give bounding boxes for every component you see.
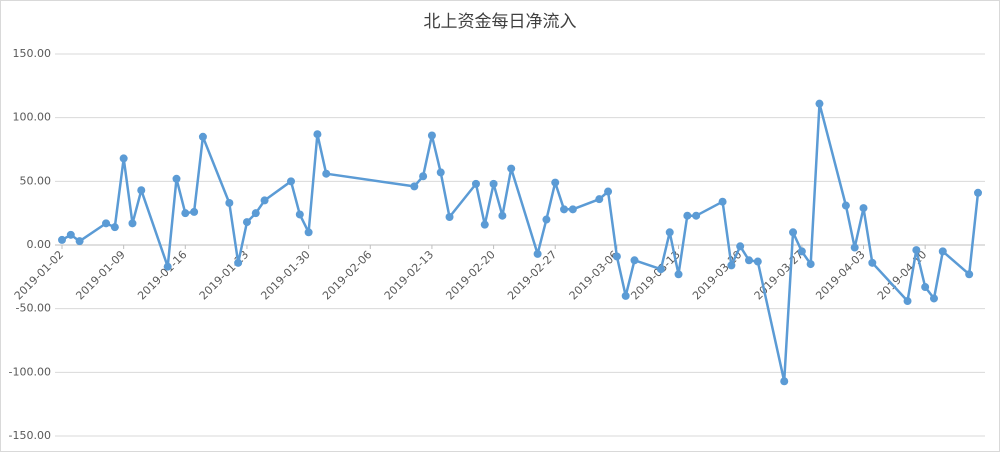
y-tick-label: 100.00: [13, 111, 52, 124]
data-point: [295, 210, 304, 219]
data-point: [225, 198, 234, 207]
data-point: [612, 252, 621, 261]
data-point: [692, 211, 701, 220]
data-point: [674, 270, 683, 279]
data-point: [806, 260, 815, 269]
data-point: [718, 197, 727, 206]
data-point: [445, 212, 454, 221]
data-point: [172, 174, 181, 183]
y-tick-label: 150.00: [13, 47, 52, 60]
data-point: [621, 291, 630, 300]
data-point: [780, 377, 789, 386]
data-point: [965, 270, 974, 279]
data-point: [974, 188, 982, 197]
data-point: [789, 228, 798, 237]
y-tick-label: 50.00: [20, 174, 52, 187]
data-point: [251, 209, 260, 218]
data-point: [480, 220, 489, 229]
y-tick-label: -50.00: [16, 302, 51, 315]
data-point: [921, 283, 930, 292]
data-point: [181, 209, 190, 218]
data-point: [75, 237, 84, 246]
data-point: [304, 228, 313, 237]
data-point: [938, 247, 947, 256]
data-point: [542, 215, 551, 224]
data-point: [850, 243, 859, 252]
data-point: [102, 219, 111, 228]
data-point: [595, 195, 604, 204]
data-point: [66, 230, 75, 239]
data-point: [427, 131, 436, 140]
data-point: [929, 294, 938, 303]
data-point: [471, 179, 480, 188]
data-point: [128, 219, 137, 228]
y-tick-label: 0.00: [27, 238, 52, 251]
data-point: [683, 211, 692, 220]
data-point: [753, 257, 762, 266]
chart-title: 北上资金每日净流入: [424, 12, 577, 32]
data-point: [568, 205, 577, 214]
data-point: [489, 179, 498, 188]
data-point: [841, 201, 850, 210]
data-point: [198, 132, 207, 141]
data-point: [507, 164, 516, 173]
data-point: [533, 249, 542, 258]
data-point: [110, 223, 119, 232]
data-point: [163, 262, 172, 271]
data-point: [260, 196, 269, 205]
data-point: [665, 228, 674, 237]
data-point: [736, 242, 745, 251]
data-point: [242, 218, 251, 227]
data-point: [912, 246, 921, 255]
data-point: [604, 187, 613, 196]
data-point: [797, 247, 806, 256]
data-point: [119, 154, 128, 163]
data-point: [498, 211, 507, 220]
data-point: [436, 168, 445, 177]
data-point: [903, 297, 912, 306]
data-point: [868, 258, 877, 267]
data-point: [727, 261, 736, 270]
data-point: [745, 256, 753, 265]
data-point: [630, 256, 639, 265]
data-point: [656, 265, 665, 274]
data-point: [410, 182, 419, 191]
data-point: [234, 258, 243, 267]
data-point: [137, 186, 146, 195]
y-tick-label: -100.00: [9, 365, 51, 378]
data-point: [313, 130, 322, 139]
data-point: [58, 235, 66, 244]
data-point: [419, 172, 428, 181]
data-point: [815, 99, 824, 108]
data-point: [859, 204, 868, 213]
data-point: [551, 178, 560, 187]
y-tick-label: -150.00: [9, 429, 51, 442]
data-point: [560, 205, 569, 214]
data-point: [322, 169, 331, 178]
data-point: [287, 177, 295, 186]
data-point: [190, 207, 199, 216]
